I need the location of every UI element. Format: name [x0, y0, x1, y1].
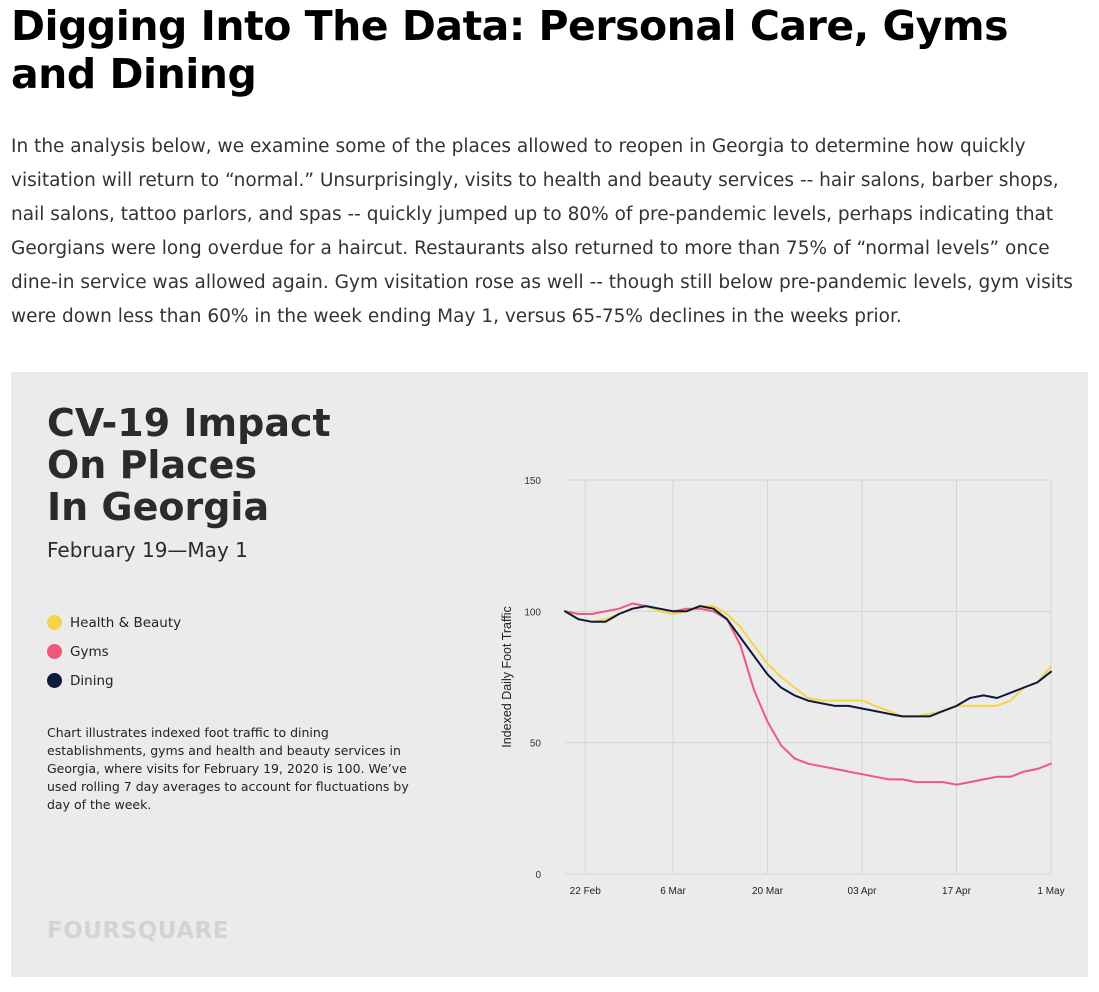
legend-label-health-beauty: Health & Beauty: [70, 614, 182, 631]
foursquare-logo: FOURSQUARE: [47, 918, 229, 944]
series-line-dining: [564, 605, 1052, 718]
legend-label-gyms: Gyms: [70, 643, 109, 660]
x-tick-label: 17 Apr: [942, 886, 972, 897]
x-tick-label: 20 Mar: [752, 886, 784, 897]
chart-card-subtitle: February 19—May 1: [47, 538, 248, 562]
chart-note: Chart illustrates indexed foot traffic t…: [47, 725, 409, 812]
legend-swatch-gyms: [47, 644, 62, 659]
chart-card-title: CV-19 Impact On Places In Georgia: [47, 401, 331, 529]
y-tick-label: 100: [524, 607, 541, 618]
legend-item-health-beauty: Health & Beauty: [47, 608, 181, 637]
line-chart: 0 50 100 150 22 Feb 6 Mar 20 Mar 03 Apr 17 Apr 1 …: [501, 476, 1065, 897]
y-tick-label: 50: [530, 739, 542, 750]
legend-label-dining: Dining: [70, 672, 114, 689]
legend-swatch-dining: [47, 673, 62, 688]
y-tick-label: 150: [524, 476, 541, 487]
x-tick-label: 22 Feb: [570, 886, 602, 897]
article-intro: In the analysis below, we examine some o…: [11, 136, 1073, 327]
y-axis-label: Indexed Daily Foot Traffic: [501, 606, 514, 748]
y-tick-label: 0: [535, 870, 541, 881]
x-tick-label: 1 May: [1037, 886, 1064, 897]
chart-card: CV-19 Impact On Places In Georgia Februa…: [11, 372, 1088, 977]
legend-item-gyms: Gyms: [47, 637, 181, 666]
legend-item-dining: Dining: [47, 666, 181, 695]
legend-swatch-health-beauty: [47, 615, 62, 630]
x-tick-label: 03 Apr: [848, 886, 878, 897]
x-tick-label: 6 Mar: [660, 886, 686, 897]
chart-legend: Health & Beauty Gyms Dining: [47, 608, 181, 695]
article-title: Digging Into The Data: Personal Care, Gy…: [11, 2, 1008, 98]
series-line-gyms: [564, 602, 1052, 786]
